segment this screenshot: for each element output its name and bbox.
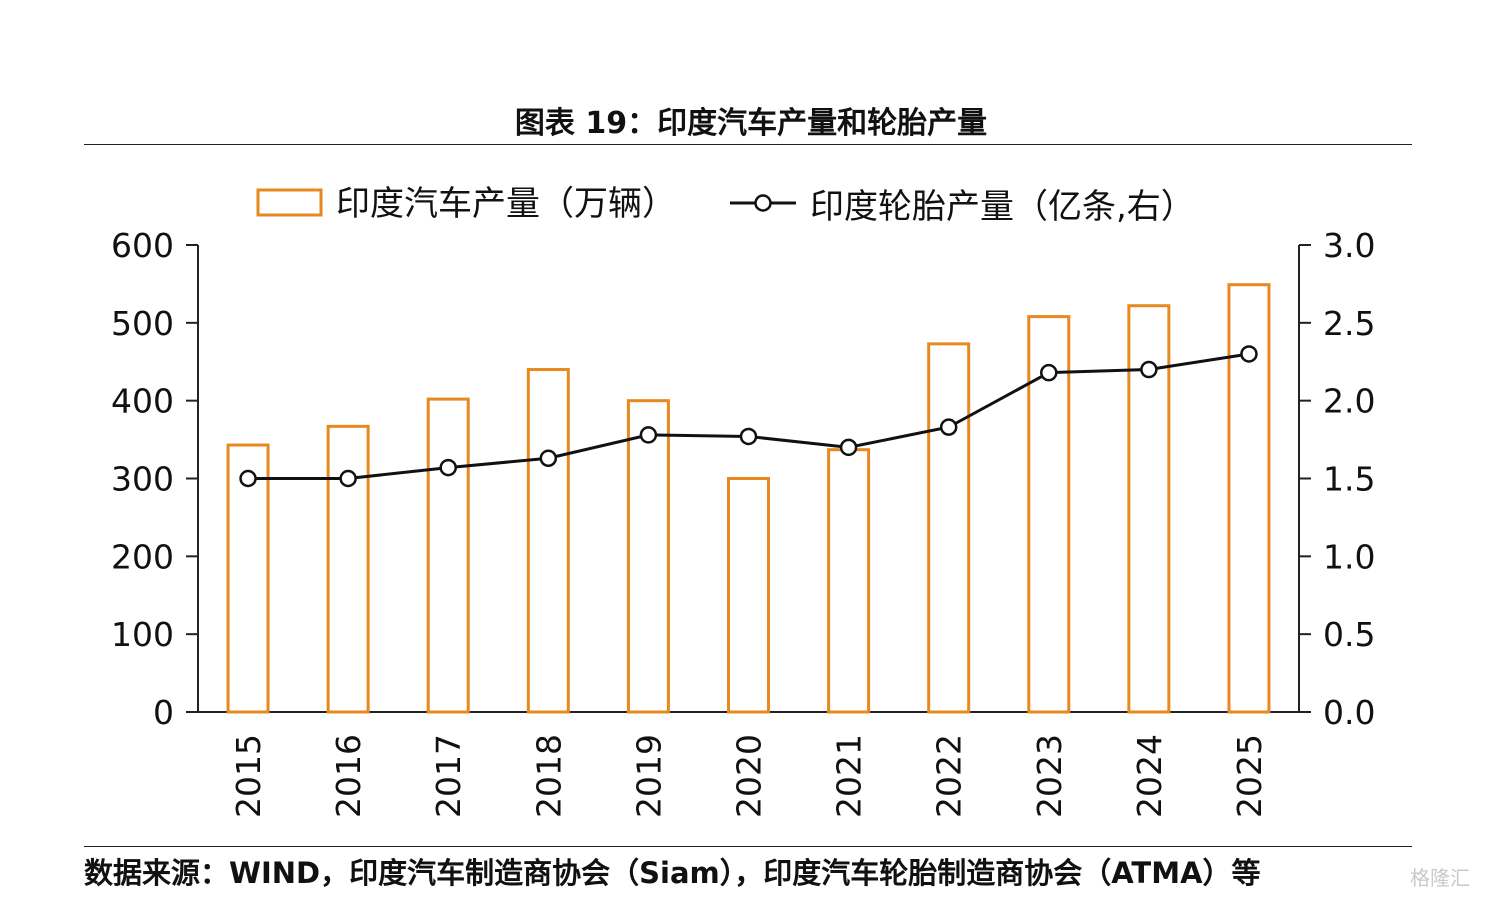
tire-production-line (248, 352, 1250, 480)
legend: 印度汽车产量（万辆） 印度轮胎产量（亿条,右） (256, 184, 1195, 227)
left-tick-label: 300 (111, 460, 174, 499)
legend-line-label: 印度轮胎产量（亿条,右） (810, 187, 1195, 227)
right-tick-label: 0.0 (1323, 693, 1375, 732)
right-tick-label: 2.0 (1323, 382, 1375, 421)
line-point (1240, 345, 1258, 363)
line-point (639, 426, 658, 444)
left-tick-label: 100 (111, 615, 174, 654)
chart-title: 图表 19：印度汽车产量和轮胎产量 (514, 106, 988, 141)
bar (626, 399, 670, 714)
legend-line-marker (754, 194, 772, 212)
left-tick-label: 500 (111, 304, 174, 343)
source-note: 数据来源：WIND，印度汽车制造商协会（Siam），印度汽车轮胎制造商协会（AT… (84, 856, 1261, 890)
right-tick-label: 0.5 (1323, 615, 1375, 654)
watermark: 格隆汇 (1410, 866, 1470, 890)
x-tick-label: 2020 (730, 734, 769, 818)
x-tick-label: 2018 (529, 734, 568, 818)
x-tick-label: 2015 (229, 734, 268, 818)
legend-bar-label: 印度汽车产量（万辆） (336, 184, 676, 224)
x-tick-label: 2017 (429, 734, 468, 818)
line-point (739, 427, 758, 446)
line-point (239, 469, 257, 488)
bottom-rule (84, 846, 1412, 847)
bar (526, 368, 570, 714)
bar (426, 397, 470, 714)
bar (1027, 315, 1071, 714)
top-rule (84, 144, 1412, 145)
right-tick-label: 1.0 (1323, 537, 1375, 576)
chart: 印度汽车产量（万辆） 印度轮胎产量（亿条,右） 0 100 200 300 400 500… (111, 184, 1375, 818)
bar (226, 443, 270, 714)
x-tick-label: 2023 (1030, 734, 1069, 818)
left-tick-label: 200 (111, 537, 174, 576)
right-tick-label: 2.5 (1323, 304, 1375, 343)
x-tick-label: 2025 (1230, 734, 1269, 818)
x-tick-label: 2016 (329, 734, 368, 818)
left-tick-label: 400 (111, 382, 174, 421)
x-tick-label: 2024 (1130, 734, 1169, 818)
line-point (439, 458, 457, 477)
bar (727, 477, 770, 714)
line-point (939, 418, 958, 436)
legend-bar-swatch (256, 188, 323, 217)
line-point (839, 438, 858, 457)
bar (827, 448, 871, 714)
bar (326, 424, 370, 714)
right-tick-label: 1.5 (1323, 460, 1375, 499)
right-tick-label: 3.0 (1323, 226, 1375, 265)
x-tick-label: 2019 (629, 734, 668, 818)
line-point (339, 469, 357, 488)
bar (927, 342, 971, 714)
left-tick-label: 0 (153, 693, 174, 732)
left-tick-label: 600 (111, 226, 174, 265)
x-tick-label: 2021 (830, 734, 869, 818)
line-point (1040, 363, 1058, 382)
line-point (1140, 360, 1158, 379)
x-tick-label: 2022 (930, 734, 969, 818)
line-point (539, 449, 558, 468)
